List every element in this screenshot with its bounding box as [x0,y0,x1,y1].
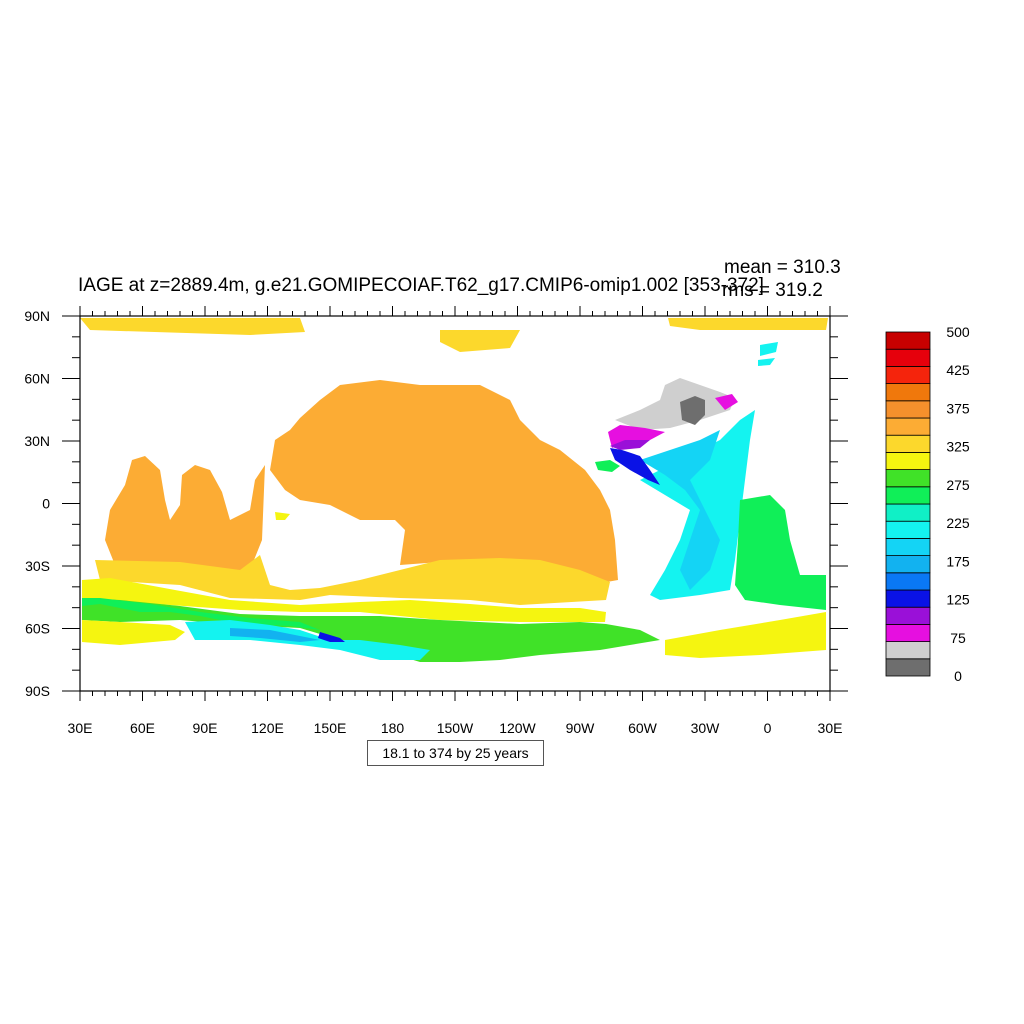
ocean-field [80,318,828,662]
region-southern-bright-green [82,598,320,630]
chart-title: IAGE at z=2889.4m, g.e21.GOMIPECOIAF.T62… [78,275,764,296]
region-southern-green [82,598,660,662]
colorbar-swatch [885,572,931,591]
x-tick-label: 180 [381,720,405,736]
colorbar-label: 0 [954,668,962,684]
colorbar-label: 275 [946,477,970,493]
region-arctic-cyan [758,342,778,366]
region-southeast-yellow [665,612,826,658]
y-tick-label: 30N [24,433,50,449]
colorbar-swatch [885,555,931,574]
x-tick-label: 30E [68,720,93,736]
y-tick-label: 90S [25,683,50,699]
region-indian-ocean [105,456,265,570]
colorbar-swatch [885,641,931,660]
colorbar-swatch [885,451,931,470]
colorbar-swatch [885,658,931,677]
x-tick-label: 120W [499,720,536,736]
region-pacific [270,380,618,585]
x-axis: 30E 60E 90E 120E 150E 180 150W 120W 90W 60W 30W 0 30… [68,306,843,736]
colorbar-swatch [885,365,931,384]
colorbar-swatch [885,400,931,419]
colorbar-swatch [885,331,931,350]
x-tick-label: 60W [628,720,658,736]
x-tick-label: 30W [691,720,721,736]
region-north-atlantic-dark [680,396,705,425]
region-southern-yellow-2 [82,578,606,622]
region-southwest-yellow [82,620,185,645]
region-north-atlantic-violet [610,440,650,450]
colorbar-label: 175 [946,553,970,569]
colorbar-swatch [885,348,931,367]
region-ross-dark-blue [318,632,345,642]
region-north-atlantic-gray [615,378,735,430]
x-tick-label: 30E [818,720,843,736]
y-tick-label: 90N [24,308,50,324]
stat-rms: rms = 319.2 [722,280,823,301]
x-tick-label: 150E [314,720,347,736]
colorbar-label: 125 [946,592,970,608]
region-small-yellow [275,512,290,520]
region-arctic-band [80,318,828,352]
region-atlantic-east-green [735,495,826,610]
colorbar-swatch [885,520,931,539]
colorbar-swatch [885,417,931,436]
region-north-atlantic-blue [610,448,660,485]
colorbar-label: 325 [946,439,970,455]
y-tick-label: 30S [25,558,50,574]
colorbar-swatch [885,383,931,402]
region-atlantic-light-blue [640,430,720,590]
x-tick-label: 60E [130,720,155,736]
y-tick-label: 60S [25,621,50,637]
x-tick-label: 0 [764,720,772,736]
colorbar-swatch [885,589,931,608]
region-north-atlantic-magenta [608,394,738,448]
y-tick-label: 60N [24,371,50,387]
x-tick-label: 150W [437,720,474,736]
region-southern-yellow-1 [95,555,610,605]
colorbar-label: 225 [946,515,970,531]
colorbar-swatch [885,503,931,522]
region-ross-blue [230,628,320,642]
colorbar-swatch [885,538,931,557]
region-caribbean-green [595,460,620,472]
y-tick-label: 0 [42,496,50,512]
contour-info-box: 18.1 to 374 by 25 years [367,740,544,766]
colorbar-label: 375 [946,400,970,416]
x-tick-label: 120E [251,720,284,736]
y-axis: 90N 60N 30N 0 30S 60S 90S [24,308,848,699]
x-tick-label: 90W [566,720,596,736]
colorbar-label: 500 [946,324,970,340]
colorbar-swatch [885,469,931,488]
stat-mean: mean = 310.3 [724,257,841,278]
colorbar-swatch [885,606,931,625]
x-tick-label: 90E [193,720,218,736]
colorbar-swatch [885,434,931,453]
colorbar-swatch [885,624,931,643]
colorbar-label: 425 [946,362,970,378]
colorbar: 0 75 125 175 225 275 325 375 425 500 [885,324,970,684]
colorbar-swatch [885,486,931,505]
colorbar-label: 75 [950,630,966,646]
